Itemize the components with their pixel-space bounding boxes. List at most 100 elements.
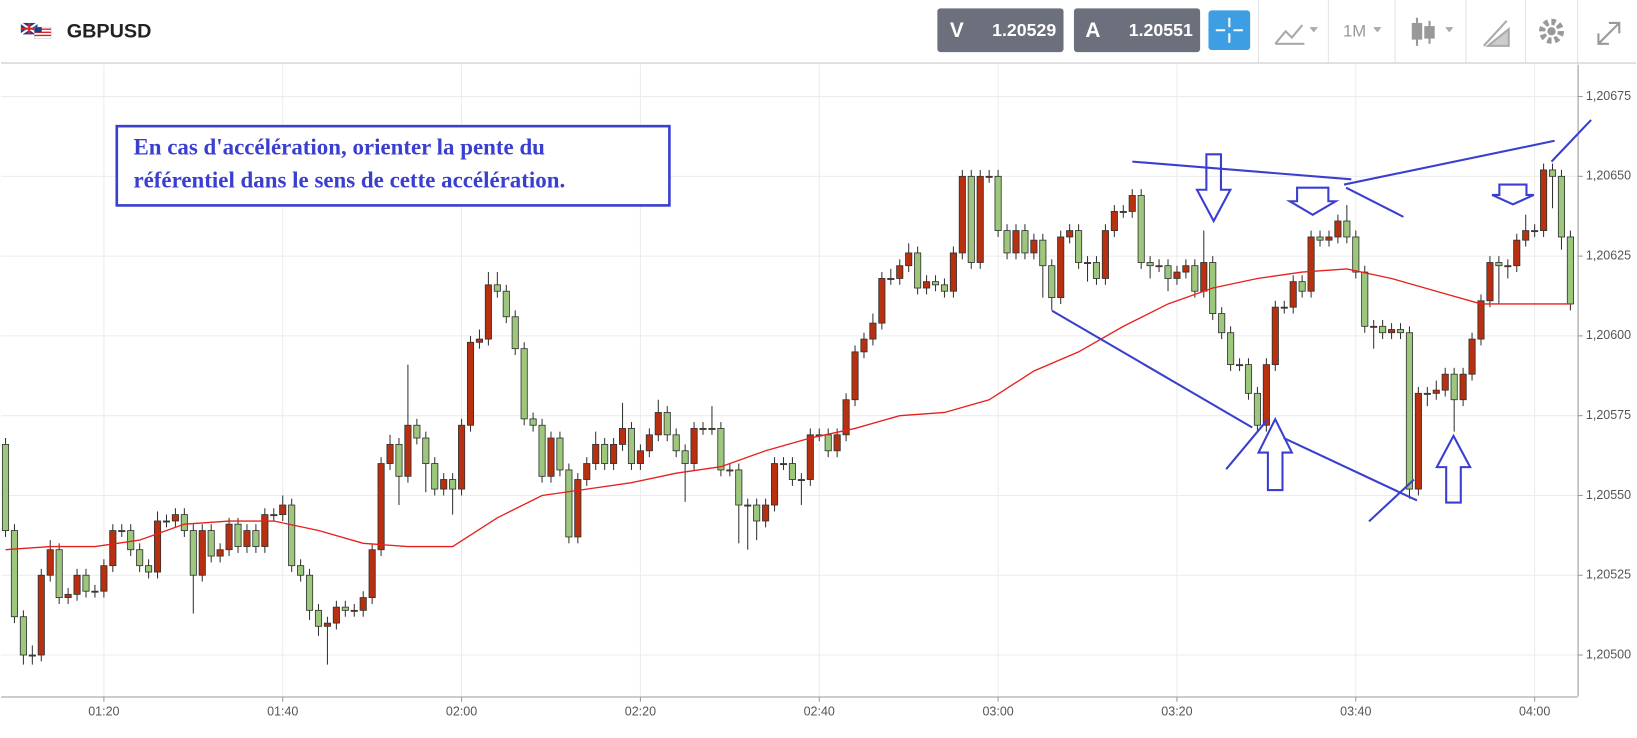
- candle-body: [1280, 306, 1288, 309]
- candle-body: [1504, 265, 1512, 268]
- candle-body: [306, 574, 314, 611]
- candle-body: [1566, 236, 1574, 305]
- bid-button[interactable]: [937, 8, 1064, 53]
- candle-body: [46, 549, 54, 576]
- candle-body: [1164, 265, 1172, 279]
- candle-body: [1066, 230, 1074, 238]
- candle-body: [1110, 211, 1118, 232]
- candle-body: [1182, 265, 1190, 273]
- candle-body: [1432, 389, 1440, 394]
- candle-body: [627, 428, 636, 464]
- candle-body: [842, 399, 850, 436]
- candle-body: [923, 281, 931, 289]
- trend-line: [1225, 418, 1269, 470]
- candle-body: [162, 520, 171, 523]
- candle-body: [127, 530, 135, 551]
- y-tick-label: 1,20650: [1586, 169, 1631, 183]
- candle-body: [851, 351, 859, 401]
- x-tick-label: 01:40: [267, 704, 298, 718]
- candle-body: [28, 654, 36, 657]
- candle-body: [359, 597, 367, 611]
- candle-body: [145, 565, 153, 573]
- candle-body: [1075, 230, 1083, 263]
- candle-body: [1128, 195, 1136, 212]
- candle-body: [413, 424, 421, 439]
- candle-body: [797, 479, 805, 481]
- draw-icon[interactable]: [1482, 20, 1510, 47]
- candle-body: [538, 424, 546, 477]
- candle-body: [1030, 239, 1038, 254]
- candle-body: [601, 443, 609, 464]
- candle-body: [1271, 306, 1279, 366]
- candle-body: [1370, 325, 1378, 328]
- candle-body: [887, 278, 895, 280]
- flag-icon: [20, 22, 52, 39]
- candle-body: [82, 574, 90, 592]
- bid-label: V: [950, 19, 964, 42]
- bid-price: 1.20529: [992, 20, 1056, 40]
- settings-icon[interactable]: [1538, 18, 1565, 44]
- y-tick-label: 1,20625: [1586, 248, 1631, 262]
- candle-body: [771, 463, 779, 506]
- candle-body: [341, 606, 349, 611]
- annotation-box: [115, 124, 671, 207]
- crosshair-button[interactable]: [1208, 10, 1251, 51]
- candle-body: [1522, 230, 1530, 241]
- x-tick-label: 01:20: [88, 704, 119, 718]
- candle-body: [1083, 262, 1092, 264]
- header-bar: [1, 0, 1636, 63]
- candle-body: [1513, 239, 1521, 267]
- collapse-icon[interactable]: [1597, 21, 1621, 45]
- candle-body: [905, 252, 913, 267]
- x-tick-label: 02:20: [625, 704, 656, 718]
- candle-body: [645, 434, 653, 452]
- candle-body: [878, 278, 886, 324]
- y-tick-label: 1,20500: [1586, 647, 1631, 661]
- candle-body: [949, 252, 957, 292]
- candle-body: [1531, 230, 1539, 233]
- candle-body: [323, 622, 331, 627]
- candle-body: [1262, 364, 1270, 426]
- candle-body: [1540, 169, 1548, 232]
- candle-body: [1253, 392, 1261, 426]
- candle-body: [583, 463, 591, 480]
- dropdown-caret: [1309, 27, 1318, 33]
- timeframe[interactable]: 1M: [1343, 22, 1366, 41]
- ask-button[interactable]: [1073, 8, 1201, 53]
- candle-body: [833, 434, 841, 452]
- candle-body: [565, 469, 573, 538]
- candle-body: [225, 523, 233, 551]
- candle-body: [717, 428, 725, 471]
- candle-body: [529, 418, 537, 426]
- candles-icon[interactable]: [1411, 17, 1435, 46]
- candle-body: [556, 437, 564, 471]
- chart-type-icon[interactable]: [1274, 24, 1305, 45]
- candle-body: [592, 443, 600, 464]
- y-tick-label: 1,20575: [1586, 408, 1631, 422]
- candle-body: [1548, 169, 1557, 177]
- candle-body: [610, 443, 618, 464]
- candle-body: [314, 609, 323, 627]
- candle-body: [55, 549, 63, 598]
- up-arrow: [1435, 433, 1472, 504]
- candle-body: [1405, 332, 1413, 490]
- moving-average: [5, 268, 1571, 551]
- candle-body: [234, 523, 242, 547]
- candle-body: [1298, 281, 1306, 292]
- candle-body: [270, 514, 278, 517]
- candle-body: [547, 437, 555, 477]
- candle-body: [1137, 195, 1145, 263]
- x-tick-label: 03:20: [1161, 704, 1192, 718]
- y-tick-label: 1,20675: [1586, 89, 1631, 103]
- candle-body: [690, 428, 698, 464]
- candle-body: [940, 284, 948, 292]
- candle-body: [1325, 236, 1333, 241]
- candle-body: [252, 530, 260, 547]
- candle-body: [958, 175, 966, 254]
- candle-body: [136, 549, 144, 567]
- down-arrow: [1285, 186, 1340, 217]
- candle-body: [449, 479, 457, 490]
- candle-body: [279, 504, 287, 516]
- y-tick-label: 1,20525: [1586, 568, 1631, 582]
- candle-body: [1459, 373, 1467, 401]
